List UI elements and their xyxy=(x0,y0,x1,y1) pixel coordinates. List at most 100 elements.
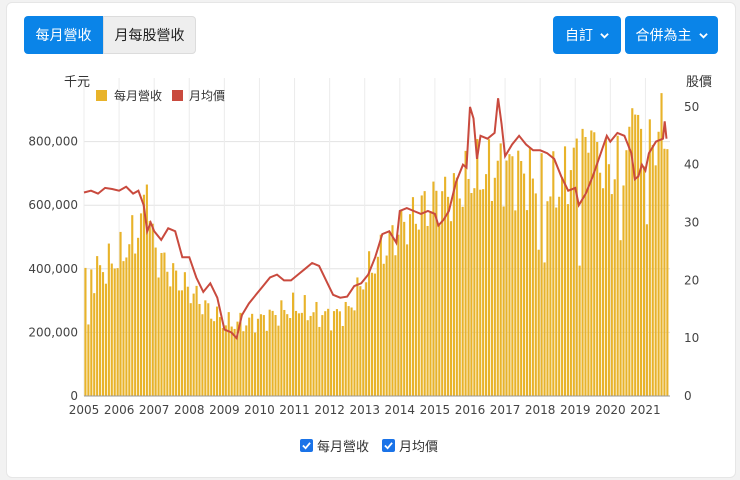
revenue-bar xyxy=(558,196,561,396)
revenue-bar xyxy=(631,108,634,397)
revenue-bar xyxy=(648,119,651,396)
revenue-bar xyxy=(248,317,251,396)
revenue-bar xyxy=(566,204,570,396)
revenue-bar xyxy=(245,325,248,396)
revenue-bar xyxy=(169,286,172,396)
revenue-bar xyxy=(101,272,105,396)
revenue-bar xyxy=(213,321,216,396)
x-tick-label: 2015 xyxy=(420,403,451,417)
revenue-bar xyxy=(356,277,359,396)
revenue-bar xyxy=(382,263,385,396)
revenue-bar xyxy=(280,300,283,396)
revenue-bar xyxy=(549,196,552,396)
revenue-bar xyxy=(172,263,175,396)
revenue-bar xyxy=(604,137,608,396)
revenue-bar xyxy=(137,237,140,396)
revenue-bar xyxy=(309,315,312,396)
revenue-bar xyxy=(438,225,441,396)
revenue-bar xyxy=(666,149,669,396)
revenue-bar xyxy=(663,148,666,396)
revenue-bar xyxy=(601,188,605,396)
revenue-bar xyxy=(254,332,257,396)
revenue-bar xyxy=(157,277,160,396)
revenue-bar xyxy=(645,224,648,396)
scope-dropdown[interactable]: 合併為主 xyxy=(625,16,718,54)
revenue-bar xyxy=(350,307,353,396)
revenue-bar xyxy=(622,185,625,396)
revenue-bar xyxy=(134,253,137,396)
revenue-bar xyxy=(210,318,213,396)
revenue-bar xyxy=(353,310,356,396)
legend-price-label: 月均價 xyxy=(189,89,225,103)
revenue-bar xyxy=(651,144,654,396)
revenue-bar xyxy=(552,151,555,396)
revenue-bar xyxy=(517,150,520,396)
checkbox-checked-icon[interactable] xyxy=(300,439,313,452)
revenue-bar xyxy=(175,270,178,396)
chevron-down-icon xyxy=(600,32,609,39)
revenue-bar xyxy=(262,315,265,396)
revenue-bar xyxy=(160,252,163,396)
revenue-bar xyxy=(511,156,514,396)
revenue-bar xyxy=(113,268,116,396)
revenue-bar xyxy=(520,161,523,396)
revenue-bar xyxy=(514,210,517,396)
right-tick-label: 20 xyxy=(684,273,699,287)
tab-monthly-revenue[interactable]: 每月營收 xyxy=(24,16,103,54)
revenue-bar xyxy=(286,314,289,396)
toggle-revenue[interactable]: 每月營收 xyxy=(300,436,369,455)
right-tick-label: 40 xyxy=(684,158,699,172)
revenue-bar xyxy=(166,271,169,396)
revenue-bar xyxy=(84,267,87,396)
revenue-bar xyxy=(359,286,362,396)
legend-price-swatch xyxy=(172,90,183,101)
revenue-bar xyxy=(344,301,347,396)
revenue-bar xyxy=(292,292,295,396)
revenue-bar xyxy=(128,244,131,396)
revenue-bar xyxy=(338,311,341,396)
x-tick-label: 2014 xyxy=(385,403,416,417)
x-tick-label: 2006 xyxy=(104,403,135,417)
revenue-bar xyxy=(125,257,128,396)
revenue-bar xyxy=(400,209,403,396)
revenue-bar xyxy=(411,197,415,396)
revenue-bar xyxy=(341,325,344,396)
revenue-bar xyxy=(239,312,242,396)
revenue-bar xyxy=(584,136,587,396)
revenue-bar xyxy=(490,200,493,396)
revenue-bar xyxy=(306,320,309,396)
revenue-bar xyxy=(485,174,488,396)
revenue-bar xyxy=(452,173,455,396)
revenue-bar xyxy=(289,318,292,396)
period-dropdown[interactable]: 自訂 xyxy=(553,16,621,54)
revenue-bar xyxy=(563,146,567,396)
revenue-bar xyxy=(327,308,330,396)
revenue-bar xyxy=(639,128,643,396)
revenue-bar xyxy=(546,201,549,396)
revenue-bar xyxy=(426,225,429,396)
revenue-bar xyxy=(154,247,157,396)
revenue-bar xyxy=(493,177,496,396)
x-tick-label: 2020 xyxy=(595,403,626,417)
right-tick-label: 30 xyxy=(684,216,699,230)
revenue-bar xyxy=(268,309,271,396)
revenue-bar xyxy=(362,289,365,396)
revenue-bar xyxy=(271,310,274,396)
revenue-bar xyxy=(90,269,93,396)
revenue-bar xyxy=(385,255,388,396)
revenue-bar xyxy=(461,206,464,396)
revenue-bar xyxy=(183,272,186,396)
revenue-bar xyxy=(397,234,400,396)
x-tick-label: 2011 xyxy=(279,403,310,417)
tab-monthly-per-share-revenue[interactable]: 月每股營收 xyxy=(103,16,196,54)
revenue-bar xyxy=(476,139,479,396)
legend-revenue-label: 每月營收 xyxy=(114,88,162,103)
revenue-bar xyxy=(637,114,640,397)
toggle-price[interactable]: 月均價 xyxy=(382,436,438,455)
revenue-bar xyxy=(596,141,599,396)
checkbox-checked-icon[interactable] xyxy=(382,439,395,452)
revenue-bar xyxy=(625,150,628,396)
revenue-bar xyxy=(388,231,391,396)
x-tick-label: 2016 xyxy=(455,403,486,417)
